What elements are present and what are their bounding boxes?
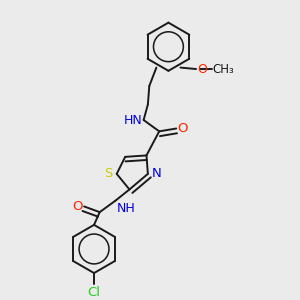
Text: Cl: Cl xyxy=(88,286,100,299)
Text: HN: HN xyxy=(124,113,142,127)
Text: N: N xyxy=(151,167,161,180)
Text: S: S xyxy=(104,167,112,180)
Text: O: O xyxy=(197,62,207,76)
Text: O: O xyxy=(178,122,188,135)
Text: NH: NH xyxy=(117,202,136,215)
Text: O: O xyxy=(72,200,83,213)
Text: CH₃: CH₃ xyxy=(212,62,234,76)
